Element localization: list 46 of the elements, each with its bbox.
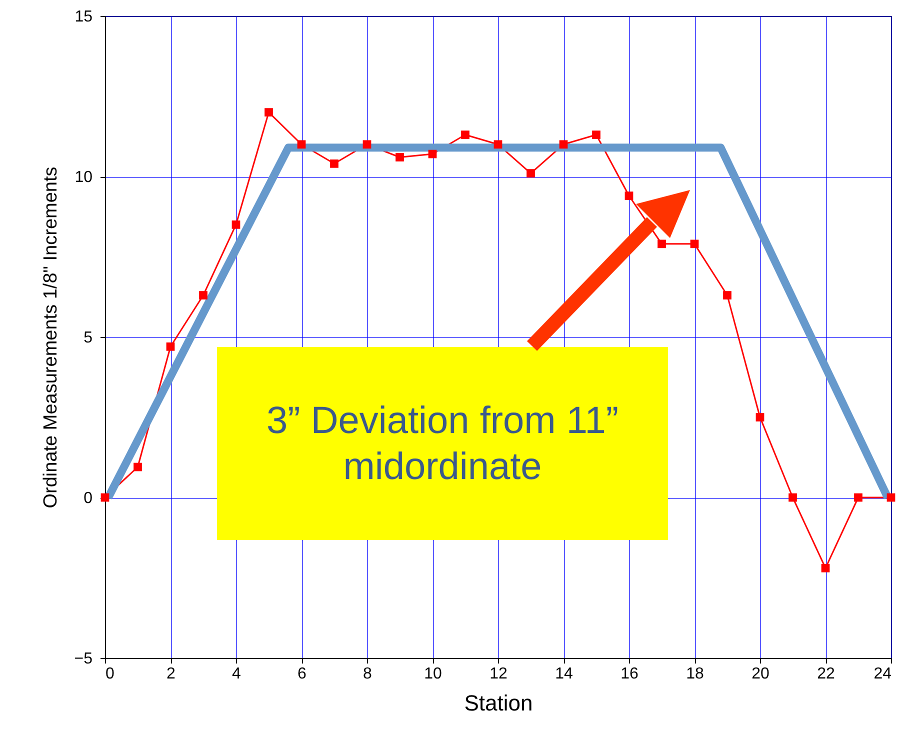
- point: [788, 493, 797, 502]
- x-tick-label: 22: [817, 666, 835, 682]
- x-tick-label: 6: [298, 666, 307, 682]
- point: [232, 220, 240, 229]
- x-tick-label: 0: [106, 666, 114, 682]
- point: [756, 413, 764, 422]
- y-tick-label: 10: [74, 169, 93, 186]
- x-tick-label: 4: [232, 666, 242, 682]
- y-tick-label: 5: [84, 330, 93, 346]
- point: [624, 192, 634, 200]
- x-tick-label: 14: [555, 666, 573, 682]
- point: [461, 130, 470, 139]
- point: [199, 291, 208, 300]
- point: [428, 150, 437, 158]
- point: [362, 140, 372, 149]
- y-tick-label: −5: [74, 650, 93, 668]
- point: [494, 140, 502, 149]
- x-axis-title: Station: [464, 690, 533, 716]
- point: [166, 342, 175, 351]
- point: [559, 140, 568, 149]
- y-tick-label: 0: [84, 490, 93, 507]
- x-tick-label: 18: [686, 666, 704, 682]
- x-tick-label: 16: [620, 666, 638, 682]
- point: [592, 130, 600, 139]
- point: [821, 564, 830, 572]
- point: [264, 108, 273, 116]
- x-tick-label: 2: [166, 666, 176, 682]
- x-tick-label: 12: [490, 666, 508, 682]
- y-axis-title: Ordinate Measurements 1/8" Increments: [40, 166, 62, 508]
- x-tick-label: 24: [874, 666, 892, 682]
- point: [886, 493, 896, 502]
- x-tick-label: 10: [424, 666, 442, 682]
- point: [134, 462, 142, 472]
- x-tick-label: 8: [363, 666, 372, 682]
- point: [854, 493, 862, 502]
- point: [690, 240, 699, 248]
- point: [396, 153, 404, 162]
- y-tick-label: 15: [74, 8, 93, 26]
- point: [100, 493, 110, 502]
- point: [330, 159, 338, 168]
- point: [723, 291, 732, 300]
- point: [526, 169, 535, 178]
- point: [297, 140, 306, 149]
- x-tick-label: 20: [752, 666, 770, 682]
- point: [658, 240, 666, 248]
- callout-box: 3” Deviation from 11” midordinate: [217, 347, 668, 540]
